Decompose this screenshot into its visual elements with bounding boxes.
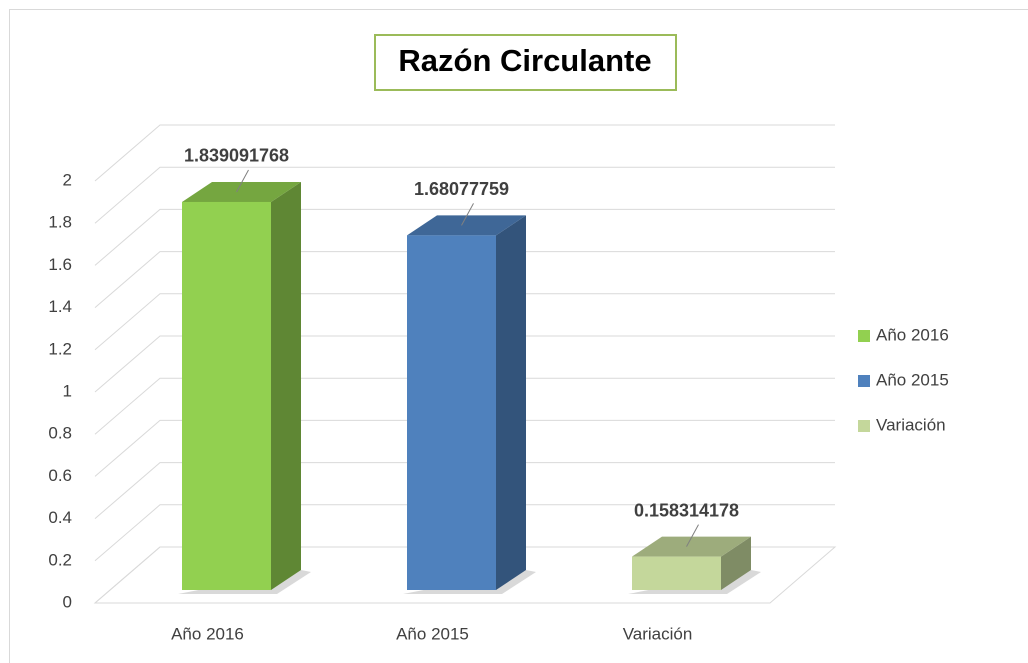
grid-line	[94, 419, 835, 477]
y-tick-label: 1.8	[48, 213, 72, 232]
bar-side	[271, 181, 301, 590]
y-tick-label: 0.4	[48, 508, 72, 527]
legend-swatch	[858, 420, 870, 432]
legend-label: Año 2015	[876, 370, 949, 389]
y-tick-label: 1.4	[48, 297, 72, 316]
data-label: 1.839091768	[184, 146, 289, 166]
grid-line	[94, 293, 835, 351]
grid-line	[94, 335, 835, 393]
x-tick-label: Año 2015	[396, 624, 469, 643]
y-tick-label: 1	[63, 381, 72, 400]
grid-line	[94, 208, 835, 266]
data-label: 1.68077759	[414, 179, 509, 199]
bar	[407, 235, 496, 590]
grid-line	[94, 251, 835, 308]
title-box	[374, 34, 677, 91]
bar-side	[496, 215, 526, 590]
legend-label: Año 2016	[876, 325, 949, 344]
grid-line	[94, 124, 835, 182]
bar-top	[407, 215, 526, 236]
grid-line	[94, 377, 835, 435]
leader-line	[461, 203, 474, 226]
y-tick-label: 0	[63, 592, 72, 611]
legend-swatch	[858, 375, 870, 387]
bar-top	[632, 536, 751, 557]
grid-line	[94, 166, 835, 224]
y-tick-label: 1.2	[48, 339, 72, 358]
chart-title: Razón Circulante	[398, 43, 651, 78]
bar-side	[721, 536, 751, 590]
y-tick-label: 2	[63, 170, 72, 189]
legend-swatch	[858, 330, 870, 342]
x-tick-label: Variación	[623, 624, 693, 643]
data-label: 0.158314178	[634, 500, 739, 520]
x-tick-label: Año 2016	[171, 624, 244, 643]
grid-line	[94, 546, 835, 604]
leader-line	[236, 169, 249, 193]
grid-line	[94, 504, 835, 562]
y-tick-label: 0.8	[48, 424, 72, 443]
bar	[632, 556, 721, 590]
leader-line	[686, 524, 699, 547]
legend-label: Variación	[876, 415, 946, 434]
bar	[182, 201, 271, 590]
grid-line	[94, 462, 835, 519]
y-tick-label: 1.6	[48, 255, 72, 274]
y-tick-label: 0.6	[48, 466, 72, 485]
bar-top	[182, 181, 301, 202]
y-tick-label: 0.2	[48, 550, 72, 569]
